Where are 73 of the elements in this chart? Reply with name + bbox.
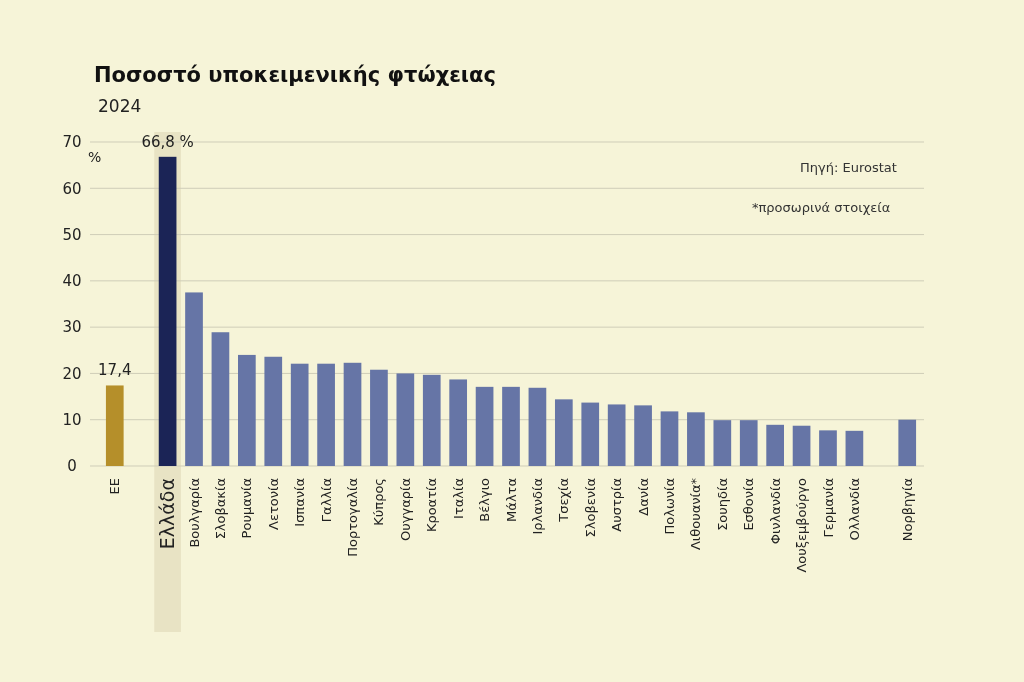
bar [158, 156, 177, 466]
x-tick-label: Κύπρος [371, 478, 387, 526]
bar [898, 419, 917, 466]
x-tick-label: Λετονία [265, 478, 281, 530]
bar [660, 411, 679, 466]
bar [317, 363, 335, 466]
bar [528, 387, 547, 466]
bar [687, 412, 705, 466]
chart-subtitle: 2024 [98, 96, 142, 116]
x-tick-label: Πορτογαλία [345, 478, 361, 557]
bar [766, 424, 784, 466]
y-axis-title: % [88, 149, 102, 165]
x-tick-label: Γερμανία [820, 478, 836, 538]
bar [211, 332, 230, 466]
x-tick-label: Αυστρία [609, 478, 625, 532]
bar [502, 386, 520, 466]
bar [554, 399, 573, 466]
x-tick-label: Ουγγαρία [397, 478, 413, 541]
x-tick-label: Εσθονία [741, 478, 757, 531]
x-tick-label: Ισπανία [292, 478, 308, 527]
bar [264, 356, 283, 466]
y-tick-label: 30 [62, 318, 82, 337]
bar [422, 374, 441, 466]
bar [185, 292, 203, 466]
chart-title: Ποσοστό υποκειμενικής φτώχειας [94, 63, 496, 87]
x-tick-label: Νορβηγία [899, 478, 915, 542]
bar [581, 402, 600, 466]
annotation: *προσωρινά στοιχεία [752, 200, 891, 215]
x-tick-label: Δανία [635, 478, 651, 516]
bar [290, 363, 309, 466]
x-tick-label: Ολλανδία [846, 478, 862, 541]
bar [713, 420, 732, 466]
x-tick-label: Ελλάδα [156, 478, 179, 550]
x-tick-label: Κροατία [424, 478, 440, 533]
x-tick-label: Σλοβακία [212, 478, 228, 540]
data-label: 66,8 % [141, 132, 194, 151]
y-tick-label: 10 [62, 410, 82, 429]
x-tick-label: Λιθουανία* [688, 477, 704, 551]
x-tick-label: Πολωνία [662, 478, 678, 535]
annotation: Πηγή: Eurostat [800, 160, 897, 175]
x-tick-label: Σλοβενία [582, 478, 598, 538]
bar [607, 404, 626, 466]
y-tick-label: 20 [62, 364, 82, 383]
bar [343, 362, 362, 466]
x-tick-label: Βουλγαρία [186, 478, 202, 548]
bar [845, 430, 864, 466]
x-tick-label: Γαλλία [318, 478, 334, 523]
x-tick-label: Βέλγιο [477, 477, 493, 522]
y-tick-label: 0 [67, 457, 77, 476]
y-tick-label: 40 [62, 272, 82, 291]
bar [238, 354, 256, 466]
x-tick-label: Τσεχία [556, 478, 572, 523]
bar [739, 420, 758, 466]
data-label: 17,4 [98, 361, 132, 380]
y-tick-label: 60 [62, 179, 82, 198]
bar [792, 425, 811, 466]
bar [449, 379, 468, 466]
bar [819, 430, 837, 466]
bar [475, 386, 494, 466]
bar [634, 405, 652, 466]
x-tick-label: Σουηδία [714, 478, 730, 531]
y-tick-label: 70 [62, 133, 82, 152]
x-tick-label: ΕΕ [107, 478, 123, 495]
x-tick-label: Ρουμανία [239, 478, 255, 539]
x-tick-label: Ιρλανδία [529, 478, 545, 535]
x-tick-label: Λουξεμβούργο [794, 477, 810, 573]
x-tick-label: Ιταλία [450, 478, 466, 519]
bar [396, 373, 415, 466]
bar [370, 369, 388, 466]
x-tick-label: Φινλανδία [767, 478, 783, 545]
y-tick-label: 50 [62, 225, 82, 244]
x-tick-label: Μάλτα [503, 478, 519, 522]
bar [105, 385, 124, 466]
